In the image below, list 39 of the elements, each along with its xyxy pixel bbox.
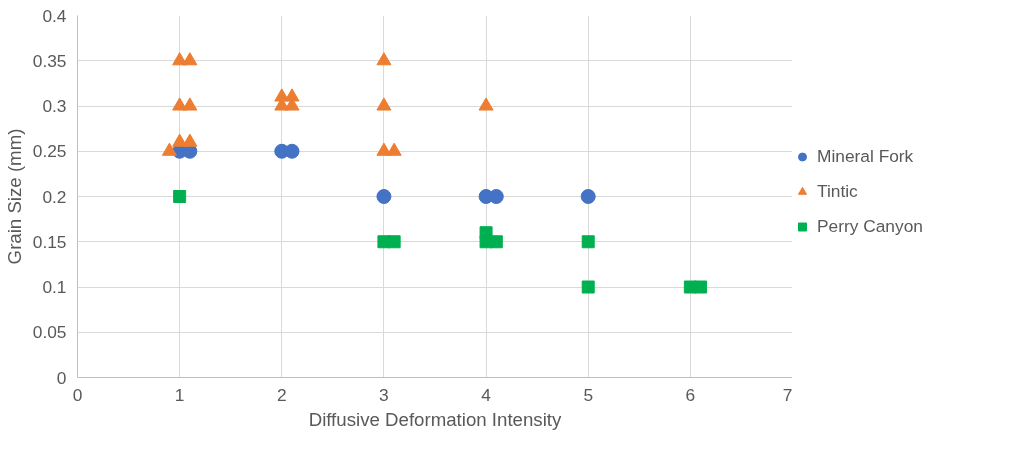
point [386,142,402,156]
x-tick-label: 6 [685,384,696,405]
x-tick-label: 1 [174,384,185,405]
point [182,133,198,147]
point [182,97,198,111]
y-tick-label: 0.35 [32,50,67,71]
point [387,235,401,249]
point [478,97,494,111]
y-tick-label: 0.25 [32,141,67,162]
legend-label: Perry Canyon [817,215,923,237]
point [173,190,187,203]
y-tick-label: 0.3 [42,96,67,116]
point [581,235,595,249]
legend-label: Tintic [817,180,858,202]
y-tick-label: 0 [56,367,67,388]
point [161,142,177,156]
y-tick-label: 0.4 [42,5,67,26]
x-tick-label: 0 [72,384,83,405]
point [376,189,392,204]
x-tick-label: 2 [276,384,287,405]
y-tick-label: 0.05 [32,322,67,343]
point [376,97,392,111]
legend-label: Mineral Fork [817,145,914,167]
x-tick-label: 5 [583,384,594,405]
point [581,280,595,294]
point [284,143,300,159]
y-tick-label: 0.2 [42,186,67,207]
y-tick-label: 0.1 [42,277,67,297]
x-tick-label: 3 [379,384,389,405]
x-axis-title: Diffusive Deformation Intensity [308,408,562,430]
x-tick-label: 7 [782,384,793,405]
point [182,52,198,66]
point [580,189,596,204]
point [376,52,392,66]
y-axis-title: Grain Size (mm) [3,128,25,265]
point [489,235,503,249]
x-tick-label: 4 [481,384,492,405]
point [694,280,708,294]
y-tick-label: 0.15 [32,231,67,252]
